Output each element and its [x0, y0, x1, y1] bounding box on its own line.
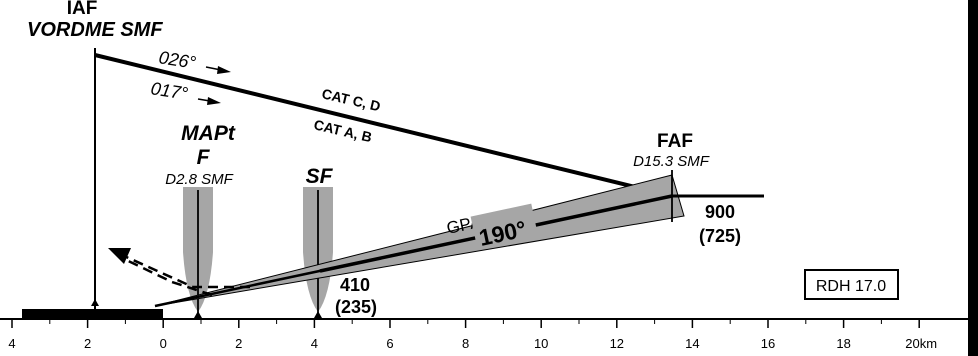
scale-tick-label: 18 [836, 336, 850, 351]
faf-distance: D15.3 SMF [633, 153, 710, 170]
rdh-label: RDH 17.0 [816, 278, 886, 295]
missed-approach-path-outer [112, 249, 250, 289]
scale-tick-label: 12 [610, 336, 624, 351]
scale-tick-label: 16 [761, 336, 775, 351]
missed-approach-arrowhead [108, 248, 131, 264]
scale-tick-label: 20km [905, 336, 937, 351]
scale-tick-label: 6 [386, 336, 393, 351]
course-cat-cd-arrowhead [217, 66, 231, 74]
sf-height: (235) [335, 297, 377, 317]
iaf-ground-marker [91, 299, 99, 306]
scale-tick-label: 14 [685, 336, 699, 351]
category-cd-label: CAT C, D [320, 85, 382, 114]
glide-path-wedge [154, 174, 685, 307]
scale-tick-label: 2 [84, 336, 91, 351]
track-label-group: 190° [470, 203, 537, 251]
scale-tick-label: 8 [462, 336, 469, 351]
frame-right-border [968, 0, 978, 356]
mapt-title: MAPt [181, 122, 236, 145]
scale-tick-label: 4 [311, 336, 318, 351]
mapt-distance: D2.8 SMF [165, 171, 233, 188]
course-cat-ab-arrowhead [207, 97, 221, 105]
faf-height: (725) [699, 226, 741, 246]
course-cat-ab: 017° [149, 78, 189, 104]
course-cat-cd: 026° [157, 47, 197, 73]
runway-bar [22, 309, 163, 318]
mapt-ground-marker [194, 311, 202, 318]
distance-scale: 4 2 0 2 4 6 8 10 12 14 16 18 20km [8, 319, 937, 351]
sf-ground-marker [314, 311, 322, 318]
scale-tick-label: 10 [534, 336, 548, 351]
scale-tick-label: 4 [8, 336, 15, 351]
rdh-box [804, 269, 899, 300]
track-label-background [470, 203, 537, 242]
scale-tick-label: 2 [235, 336, 242, 351]
sf-title: SF [306, 165, 334, 188]
iaf-title: IAF [67, 0, 98, 19]
initial-descent-line [94, 53, 673, 198]
faf-altitude: 900 [705, 202, 735, 222]
faf-title: FAF [657, 131, 693, 152]
iaf-fix-name: VORDME SMF [27, 19, 163, 41]
scale-tick-label: 0 [160, 336, 167, 351]
sf-altitude: 410 [340, 275, 370, 295]
missed-approach-path-inner [119, 255, 213, 297]
mapt-fix-letter: F [197, 146, 211, 169]
